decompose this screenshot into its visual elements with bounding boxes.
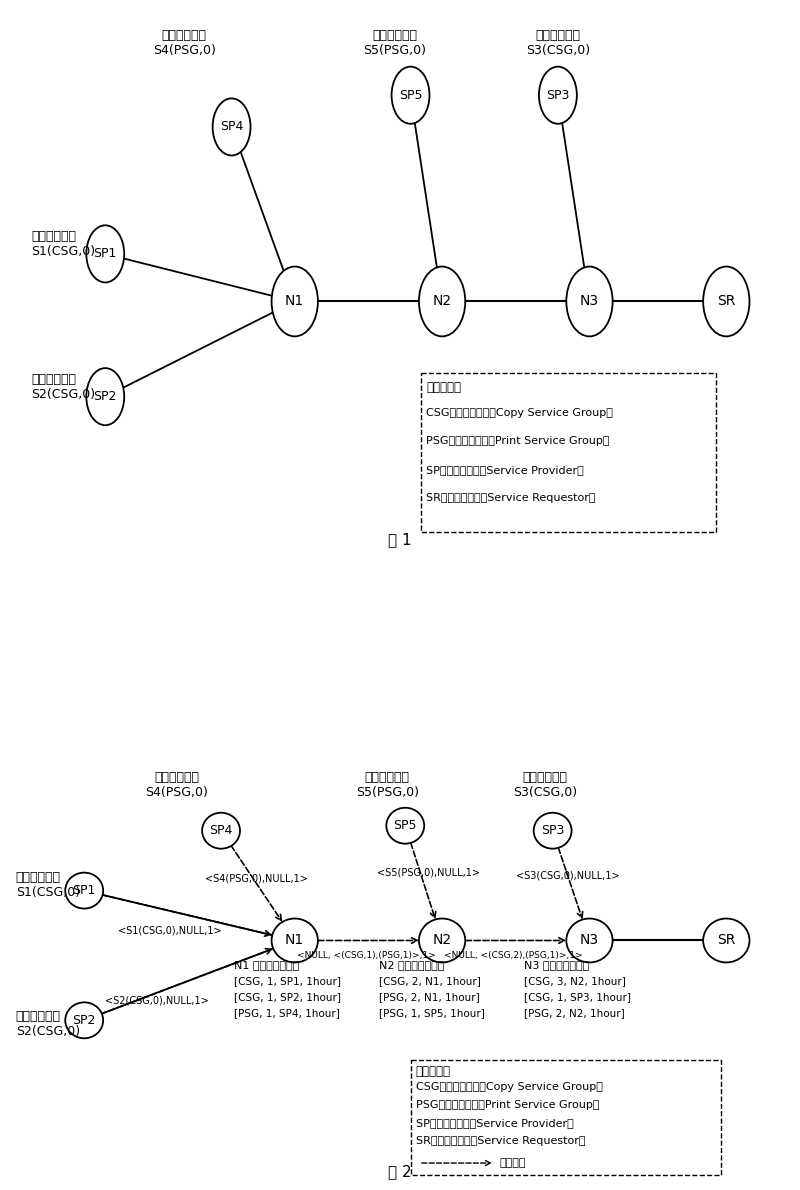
Text: <S5(PSG,0),NULL,1>: <S5(PSG,0),NULL,1> bbox=[377, 868, 480, 877]
Text: <S2(CSG,0),NULL,1>: <S2(CSG,0),NULL,1> bbox=[106, 995, 209, 1006]
Circle shape bbox=[419, 919, 466, 963]
Text: [CSG, 1, SP2, 1hour]: [CSG, 1, SP2, 1hour] bbox=[234, 992, 341, 1002]
Text: [PSG, 1, SP4, 1hour]: [PSG, 1, SP4, 1hour] bbox=[234, 1008, 339, 1019]
Text: N3: N3 bbox=[580, 933, 599, 947]
Text: SR：服务请求者（Service Requestor）: SR：服务请求者（Service Requestor） bbox=[416, 1136, 586, 1146]
Text: PSG：打印服务组（Print Service Group）: PSG：打印服务组（Print Service Group） bbox=[416, 1101, 599, 1110]
Text: SP1: SP1 bbox=[94, 248, 117, 261]
Circle shape bbox=[386, 808, 424, 844]
Text: SP5: SP5 bbox=[394, 819, 417, 832]
Circle shape bbox=[703, 267, 750, 337]
Text: <S4(PSG,0),NULL,1>: <S4(PSG,0),NULL,1> bbox=[206, 873, 308, 884]
FancyBboxPatch shape bbox=[421, 372, 716, 532]
Text: N1 的服务信息缓存: N1 的服务信息缓存 bbox=[234, 960, 299, 971]
Text: SP5: SP5 bbox=[398, 89, 422, 101]
Text: SP1: SP1 bbox=[73, 884, 96, 897]
Circle shape bbox=[66, 1002, 103, 1039]
Text: N2: N2 bbox=[433, 294, 452, 308]
Circle shape bbox=[86, 368, 124, 425]
Text: 黑白打印服务
S5(PSG,0): 黑白打印服务 S5(PSG,0) bbox=[363, 29, 426, 57]
Text: CSG：复印服务组（Copy Service Group）: CSG：复印服务组（Copy Service Group） bbox=[426, 408, 613, 418]
Circle shape bbox=[566, 919, 613, 963]
Text: 彩色复印服务
S1(CSG,0): 彩色复印服务 S1(CSG,0) bbox=[31, 230, 96, 258]
Text: 彩色打印服务
S4(PSG,0): 彩色打印服务 S4(PSG,0) bbox=[153, 29, 216, 57]
Circle shape bbox=[539, 67, 577, 124]
Text: 图 1: 图 1 bbox=[388, 532, 412, 547]
Text: <NULL, <(CSG,2),(PSG,1)>,1>: <NULL, <(CSG,2),(PSG,1)>,1> bbox=[444, 952, 583, 960]
Text: [CSG, 3, N2, 1hour]: [CSG, 3, N2, 1hour] bbox=[524, 977, 626, 987]
Text: <NULL, <(CSG,1),(PSG,1)>,1>: <NULL, <(CSG,1),(PSG,1)>,1> bbox=[297, 952, 436, 960]
Text: N2 的服务信息缓存: N2 的服务信息缓存 bbox=[379, 960, 444, 971]
Text: <S3(CSG,0),NULL,1>: <S3(CSG,0),NULL,1> bbox=[516, 871, 619, 881]
Text: 彩色复印服务
S1(CSG,0): 彩色复印服务 S1(CSG,0) bbox=[16, 871, 80, 898]
Text: [PSG, 1, SP5, 1hour]: [PSG, 1, SP5, 1hour] bbox=[379, 1008, 485, 1019]
Circle shape bbox=[703, 919, 750, 963]
Circle shape bbox=[534, 813, 571, 848]
Text: 黑白打印服务
S5(PSG,0): 黑白打印服务 S5(PSG,0) bbox=[356, 771, 419, 798]
Circle shape bbox=[566, 267, 613, 337]
Circle shape bbox=[213, 99, 250, 156]
Text: SP：服务提供者（Service Provider）: SP：服务提供者（Service Provider） bbox=[426, 465, 584, 475]
Text: SP4: SP4 bbox=[220, 120, 243, 133]
Text: SP2: SP2 bbox=[73, 1014, 96, 1027]
Text: N2: N2 bbox=[433, 933, 452, 947]
Text: 黑白复印服务
S2(CSG,0): 黑白复印服务 S2(CSG,0) bbox=[16, 1010, 80, 1039]
Circle shape bbox=[86, 225, 124, 282]
Circle shape bbox=[202, 813, 240, 848]
Text: <S1(CSG,0),NULL,1>: <S1(CSG,0),NULL,1> bbox=[118, 926, 222, 935]
Text: SR：服务请求者（Service Requestor）: SR：服务请求者（Service Requestor） bbox=[426, 494, 596, 503]
Text: N1: N1 bbox=[285, 933, 304, 947]
Text: [CSG, 1, SP3, 1hour]: [CSG, 1, SP3, 1hour] bbox=[524, 992, 631, 1002]
Text: N3 的服务信息缓存: N3 的服务信息缓存 bbox=[524, 960, 590, 971]
Text: SP4: SP4 bbox=[210, 825, 233, 838]
Circle shape bbox=[391, 67, 430, 124]
Text: 黑白复印服务
S2(CSG,0): 黑白复印服务 S2(CSG,0) bbox=[31, 372, 96, 401]
Text: 图例说明：: 图例说明： bbox=[426, 381, 462, 394]
Text: N1: N1 bbox=[285, 294, 304, 308]
Text: [CSG, 2, N1, 1hour]: [CSG, 2, N1, 1hour] bbox=[379, 977, 481, 987]
Text: PSG：打印服务组（Print Service Group）: PSG：打印服务组（Print Service Group） bbox=[426, 437, 610, 446]
Text: N3: N3 bbox=[580, 294, 599, 308]
Circle shape bbox=[271, 919, 318, 963]
Text: SR: SR bbox=[717, 294, 735, 308]
Text: 彩色复印服务
S3(CSG,0): 彩色复印服务 S3(CSG,0) bbox=[514, 771, 578, 798]
Text: 图例说明：: 图例说明： bbox=[416, 1065, 450, 1078]
Text: SP3: SP3 bbox=[541, 825, 564, 838]
Text: SP：服务提供者（Service Provider）: SP：服务提供者（Service Provider） bbox=[416, 1119, 574, 1128]
Circle shape bbox=[271, 267, 318, 337]
Text: 彩色复印服务
S3(CSG,0): 彩色复印服务 S3(CSG,0) bbox=[526, 29, 590, 57]
Circle shape bbox=[66, 872, 103, 908]
Text: SP3: SP3 bbox=[546, 89, 570, 101]
Text: SP2: SP2 bbox=[94, 390, 117, 403]
Text: CSG：复印服务组（Copy Service Group）: CSG：复印服务组（Copy Service Group） bbox=[416, 1082, 602, 1092]
Text: SR: SR bbox=[717, 933, 735, 947]
Text: [PSG, 2, N2, 1hour]: [PSG, 2, N2, 1hour] bbox=[524, 1008, 625, 1019]
Circle shape bbox=[419, 267, 466, 337]
Text: 彩色打印服务
S4(PSG,0): 彩色打印服务 S4(PSG,0) bbox=[146, 771, 208, 798]
Text: [PSG, 2, N1, 1hour]: [PSG, 2, N1, 1hour] bbox=[379, 992, 480, 1002]
Text: 图 2: 图 2 bbox=[388, 1165, 412, 1179]
FancyBboxPatch shape bbox=[410, 1060, 721, 1175]
Text: 服务广告: 服务广告 bbox=[500, 1158, 526, 1169]
Text: [CSG, 1, SP1, 1hour]: [CSG, 1, SP1, 1hour] bbox=[234, 977, 341, 987]
